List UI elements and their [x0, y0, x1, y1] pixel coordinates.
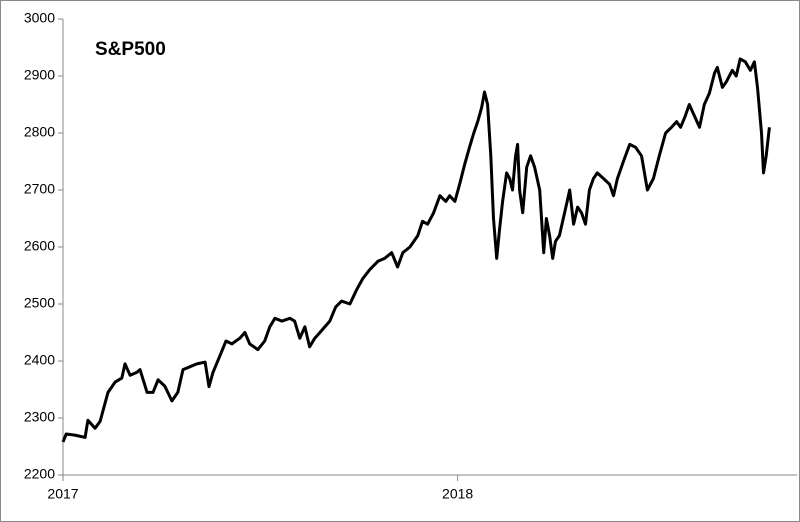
y-tick-label: 2800	[24, 124, 55, 140]
y-tick-label: 2400	[24, 352, 55, 368]
line-series	[61, 57, 771, 443]
y-tick-label: 2200	[24, 466, 55, 482]
y-tick-label: 2300	[24, 409, 55, 425]
y-tick-label: 2600	[24, 238, 55, 254]
x-tick-label: 2017	[47, 486, 78, 502]
y-tick-label: 2500	[24, 295, 55, 311]
y-tick-label: 2900	[24, 67, 55, 83]
x-tick-label: 2018	[442, 486, 473, 502]
y-tick-label: 3000	[24, 10, 55, 26]
chart-title: S&P500	[95, 39, 166, 60]
y-tick-label: 2700	[24, 181, 55, 197]
